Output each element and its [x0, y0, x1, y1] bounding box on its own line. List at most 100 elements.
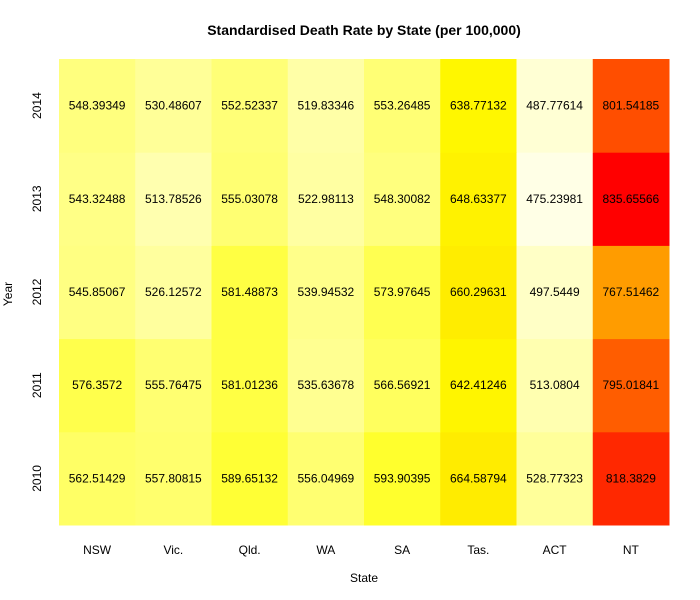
cell-value-label: 548.39349 — [69, 99, 126, 113]
cell-value-label: 526.12572 — [145, 285, 202, 299]
heatmap-cell — [364, 245, 441, 340]
cell-value-label: 543.32488 — [69, 192, 126, 206]
cell-value-label: 475.23981 — [526, 192, 583, 206]
x-tick-label: ACT — [543, 543, 568, 557]
heatmap-cell — [287, 338, 365, 433]
heatmap-cell — [364, 59, 441, 153]
cell-value-label: 519.83346 — [298, 99, 355, 113]
chart-title: Standardised Death Rate by State (per 10… — [207, 22, 521, 38]
x-tick-label: Qld. — [239, 543, 261, 557]
heatmap-cell — [592, 431, 670, 526]
cell-value-label: 497.5449 — [530, 285, 580, 299]
heatmap-cell — [364, 152, 441, 246]
heatmap-cell — [59, 338, 136, 433]
heatmap-cell — [440, 152, 517, 246]
y-tick-label: 2014 — [30, 92, 44, 119]
heatmap-cell — [135, 245, 212, 340]
heatmap-cell — [440, 338, 517, 433]
heatmap-cell — [59, 59, 136, 153]
cell-value-label: 589.65132 — [221, 471, 278, 485]
y-tick-label: 2012 — [30, 278, 44, 305]
y-axis-title: Year — [1, 282, 15, 306]
cell-value-label: 535.63678 — [298, 378, 355, 392]
cell-value-label: 539.94532 — [298, 285, 355, 299]
cell-value-label: 581.48873 — [221, 285, 278, 299]
heatmap-cell — [516, 431, 594, 526]
cell-value-label: 555.76475 — [145, 378, 202, 392]
cell-value-label: 642.41246 — [450, 378, 507, 392]
cell-value-label: 835.65566 — [603, 192, 660, 206]
heatmap-cell — [592, 338, 670, 433]
heatmap-cells — [59, 59, 670, 526]
x-tick-label: SA — [394, 543, 410, 557]
heatmap-cell — [211, 152, 289, 246]
cell-value-label: 648.63377 — [450, 192, 507, 206]
heatmap-cell — [440, 59, 517, 153]
cell-value-label: 660.29631 — [450, 285, 507, 299]
cell-value-label: 664.58794 — [450, 471, 507, 485]
heatmap-cell — [516, 245, 594, 340]
x-tick-label: Tas. — [467, 543, 489, 557]
heatmap-cell — [135, 59, 212, 153]
heatmap-cell — [211, 245, 289, 340]
cell-value-label: 548.30082 — [374, 192, 431, 206]
cell-value-label: 553.26485 — [374, 99, 431, 113]
cell-value-label: 581.01236 — [221, 378, 278, 392]
heatmap-cell — [592, 59, 670, 153]
cell-value-label: 528.77323 — [526, 471, 583, 485]
heatmap-cell — [135, 431, 212, 526]
cell-value-label: 552.52337 — [221, 99, 278, 113]
heatmap-cell — [592, 152, 670, 246]
heatmap-cell — [440, 431, 517, 526]
cell-value-label: 767.51462 — [603, 285, 660, 299]
heatmap-cell — [287, 152, 365, 246]
cell-value-label: 795.01841 — [603, 378, 660, 392]
heatmap-cell — [211, 431, 289, 526]
heatmap-cell — [364, 431, 441, 526]
cell-value-label: 557.80815 — [145, 471, 202, 485]
cell-value-label: 638.77132 — [450, 99, 507, 113]
heatmap-cell — [59, 152, 136, 246]
x-axis-title: State — [350, 571, 378, 585]
heatmap-cell — [287, 245, 365, 340]
cell-value-label: 545.85067 — [69, 285, 126, 299]
heatmap-cell — [135, 338, 212, 433]
x-tick-label: NT — [623, 543, 640, 557]
heatmap-cell — [440, 245, 517, 340]
cell-value-label: 513.78526 — [145, 192, 202, 206]
x-axis-tick-labels: NSW Vic. Qld. WA SA Tas. ACT NT — [83, 543, 639, 557]
heatmap-cell — [516, 338, 594, 433]
cell-value-label: 562.51429 — [69, 471, 126, 485]
heatmap-cell-labels: 562.51429 557.80815 589.65132 556.04969 593.… — [69, 99, 660, 486]
cell-value-label: 522.98113 — [298, 192, 354, 206]
cell-value-label: 555.03078 — [221, 192, 278, 206]
cell-value-label: 573.97645 — [374, 285, 431, 299]
heatmap-cell — [59, 431, 136, 526]
x-tick-label: NSW — [83, 543, 112, 557]
cell-value-label: 556.04969 — [298, 471, 355, 485]
heatmap-cell — [287, 431, 365, 526]
heatmap-cell — [287, 59, 365, 153]
heatmap-cell — [211, 338, 289, 433]
cell-value-label: 818.3829 — [606, 471, 656, 485]
heatmap-cell — [592, 245, 670, 340]
x-tick-label: WA — [316, 543, 335, 557]
heatmap-cell — [516, 59, 594, 153]
x-tick-label: Vic. — [163, 543, 183, 557]
heatmap-cell — [364, 338, 441, 433]
cell-value-label: 801.54185 — [603, 99, 660, 113]
heatmap-cell — [135, 152, 212, 246]
y-tick-label: 2013 — [30, 185, 44, 212]
heatmap-cell — [211, 59, 289, 153]
cell-value-label: 530.48607 — [145, 99, 202, 113]
heatmap-cell — [59, 245, 136, 340]
cell-value-label: 513.0804 — [530, 378, 580, 392]
cell-value-label: 576.3572 — [72, 378, 122, 392]
cell-value-label: 487.77614 — [526, 99, 583, 113]
y-axis-tick-labels: 2010 2011 2012 2013 2014 — [30, 92, 44, 492]
cell-value-label: 593.90395 — [374, 471, 431, 485]
heatmap-cell — [516, 152, 594, 246]
y-tick-label: 2011 — [30, 372, 44, 398]
y-tick-label: 2010 — [30, 465, 44, 492]
